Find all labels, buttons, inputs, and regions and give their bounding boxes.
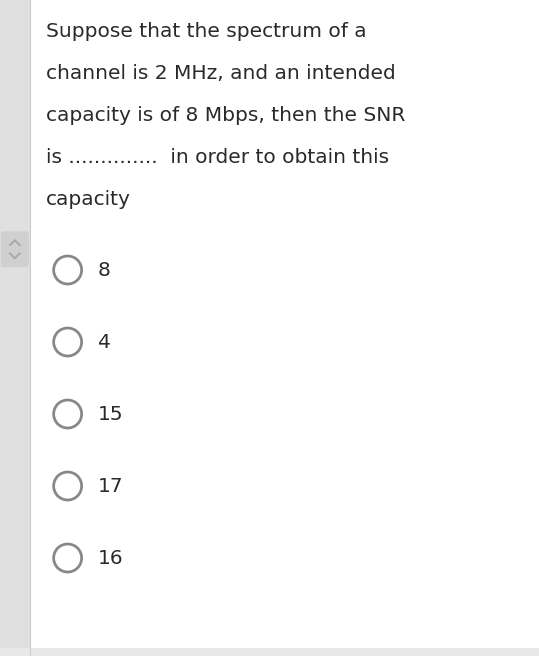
Text: 17: 17 xyxy=(98,476,123,495)
Bar xyxy=(0,0,30,656)
Bar xyxy=(0,648,539,656)
Text: is ..............  in order to obtain this: is .............. in order to obtain thi… xyxy=(46,148,389,167)
Text: capacity is of 8 Mbps, then the SNR: capacity is of 8 Mbps, then the SNR xyxy=(46,106,405,125)
Text: 16: 16 xyxy=(98,548,123,567)
Text: channel is 2 MHz, and an intended: channel is 2 MHz, and an intended xyxy=(46,64,396,83)
Text: 15: 15 xyxy=(98,405,123,424)
Text: Suppose that the spectrum of a: Suppose that the spectrum of a xyxy=(46,22,367,41)
FancyBboxPatch shape xyxy=(1,232,29,267)
Text: capacity: capacity xyxy=(46,190,130,209)
Text: 8: 8 xyxy=(98,260,110,279)
Text: 4: 4 xyxy=(98,333,110,352)
